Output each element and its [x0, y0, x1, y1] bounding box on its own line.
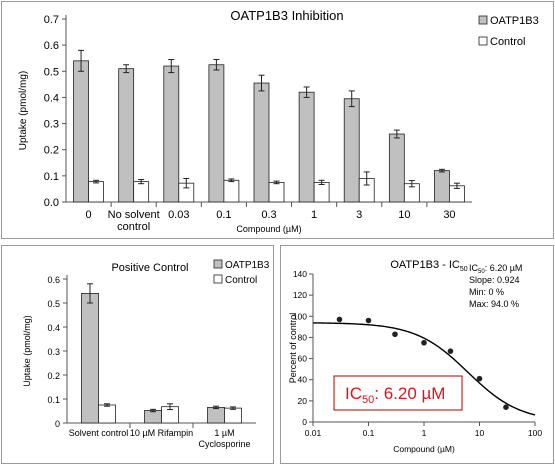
bar-control	[223, 179, 240, 203]
y-tick-label: 0.4	[47, 323, 60, 333]
x-tick-label: No solvent	[108, 209, 160, 221]
oatp1b3-inhibition-chart: 0.0 0.1 0.2 0.3 0.4 0.5 0.6 0.7 0 No solventcontr…	[18, 8, 539, 234]
y-tick-label: 0.6	[47, 275, 60, 285]
ic50-param-text: IC50: 6.20 µM	[469, 263, 522, 275]
y-tick-label: 0.1	[47, 395, 60, 405]
bar-oatp1b3	[118, 68, 135, 203]
positive-control-chart: 0 0.1 0.2 0.3 0.4 0.5 0.6 Solvent control 10 µM …	[22, 259, 270, 449]
bar-oatp1b3	[73, 60, 89, 203]
chart-title: OATP1B3 - IC50	[390, 259, 467, 273]
y-axis-label: Uptake (pmol/mg)	[18, 71, 29, 150]
y-tick-label: 0.0	[44, 197, 59, 209]
y-axis-label: Uptake (pmol/mg)	[22, 315, 32, 387]
data-point	[447, 348, 454, 354]
data-point	[421, 339, 427, 346]
x-tick-label: 1 µM	[214, 428, 234, 438]
legend-label-control: Control	[225, 275, 257, 286]
x-tick-label: 1	[311, 209, 317, 221]
y-tick-label: 40	[298, 375, 308, 385]
legend-label-control: Control	[490, 36, 525, 48]
ic50-callout-text: IC50: 6.20 µM	[345, 384, 445, 406]
y-tick-label: 0.3	[47, 347, 60, 357]
oatp1b3-inhibition-panel: 0.0 0.1 0.2 0.3 0.4 0.5 0.6 0.7 0 No solvent contr…	[1, 1, 554, 239]
slope-param-text: Slope: 0.924	[469, 275, 520, 285]
x-tick-label: 1	[422, 428, 427, 438]
x-tick-label: 30	[443, 209, 455, 221]
legend-label-oatp1b3: OATP1B3	[490, 15, 539, 27]
y-tick-label: 0.5	[47, 299, 60, 309]
y-tick-label: 100	[293, 311, 307, 321]
bar-oatp1b3	[253, 82, 270, 203]
y-tick-label: 20	[298, 396, 308, 406]
y-tick-label: 0.2	[47, 371, 60, 381]
x-tick-label: Solvent control	[69, 428, 129, 438]
y-tick-label: 0.7	[44, 14, 59, 26]
x-tick-label: 0.03	[168, 209, 189, 221]
y-tick-label: 120	[293, 290, 307, 300]
ic50-panel: 0 20 40 60 80 100 120 140 0.01 0.1 1 10 100 OATP1B3 -…	[280, 245, 554, 464]
legend-swatch-oatp1b3	[213, 259, 223, 269]
x-tick-label: 100	[528, 428, 542, 438]
data-point	[476, 375, 483, 382]
x-axis-label: Compound (µM)	[393, 444, 455, 454]
x-tick-label: 0	[85, 209, 91, 221]
y-tick-label: 60	[298, 354, 308, 364]
bar-oatp1b3	[388, 133, 405, 203]
legend-label-oatp1b3: OATP1B3	[225, 260, 270, 271]
min-param-text: Min: 0 %	[469, 287, 504, 297]
y-tick-label: 0.6	[44, 40, 59, 52]
bar-control	[313, 181, 330, 203]
y-tick-label: 0	[55, 419, 60, 429]
x-tick-label: 3	[356, 209, 362, 221]
bar-control	[224, 407, 242, 424]
y-tick-label: 0.2	[44, 145, 59, 157]
bar-oatp1b3	[434, 170, 450, 203]
x-tick-label: 0.1	[363, 428, 375, 438]
x-tick-label: 0.01	[305, 428, 322, 438]
x-tick-label: 10	[398, 209, 410, 221]
x-tick-label: control	[117, 221, 150, 233]
y-tick-label: 0.4	[44, 92, 59, 104]
y-axis-label: Percent of control	[288, 313, 298, 384]
bar-oatp1b3	[208, 64, 225, 203]
bar-control	[133, 181, 150, 203]
legend-swatch-oatp1b3	[478, 15, 488, 25]
ic50-chart: 0 20 40 60 80 100 120 140 0.01 0.1 1 10 100 OATP1B3 -…	[288, 259, 542, 454]
legend-swatch-control	[478, 36, 488, 46]
y-tick-label: 0	[302, 417, 307, 427]
positive-control-panel: 0 0.1 0.2 0.3 0.4 0.5 0.6 Solvent control 10 µM …	[1, 245, 274, 464]
ic50-callout-box	[333, 375, 463, 411]
x-tick-label: 10 µM Rifampin	[130, 428, 193, 438]
chart-title: Positive Control	[111, 262, 188, 274]
y-tick-label: 0.3	[44, 119, 59, 131]
data-point	[336, 316, 343, 323]
bar-oatp1b3	[207, 406, 225, 424]
x-tick-label: 0.1	[216, 209, 231, 221]
data-point	[392, 331, 398, 338]
max-param-text: Max: 94.0 %	[469, 299, 519, 309]
bar-oatp1b3	[81, 293, 99, 424]
bar-oatp1b3	[163, 65, 180, 203]
x-tick-label: Cyclosporine	[198, 439, 250, 449]
y-tick-label: 140	[293, 269, 307, 279]
bar-control	[88, 181, 104, 203]
data-point	[503, 404, 509, 410]
bar-control	[98, 404, 116, 424]
x-tick-label: 10	[475, 428, 485, 438]
bar-oatp1b3	[343, 98, 360, 203]
legend-swatch-control	[213, 274, 223, 284]
x-tick-label: 0.3	[261, 209, 276, 221]
x-axis-label: Compound (µM)	[236, 224, 301, 234]
y-tick-label: 0.1	[44, 171, 59, 183]
bar-oatp1b3	[298, 91, 315, 203]
chart-title: OATP1B3 Inhibition	[230, 8, 343, 23]
bar-control	[268, 181, 285, 203]
y-tick-label: 80	[298, 332, 308, 342]
fit-curve	[312, 322, 536, 416]
y-tick-label: 0.5	[44, 66, 59, 78]
data-point	[365, 317, 372, 324]
bar-oatp1b3	[144, 410, 162, 424]
